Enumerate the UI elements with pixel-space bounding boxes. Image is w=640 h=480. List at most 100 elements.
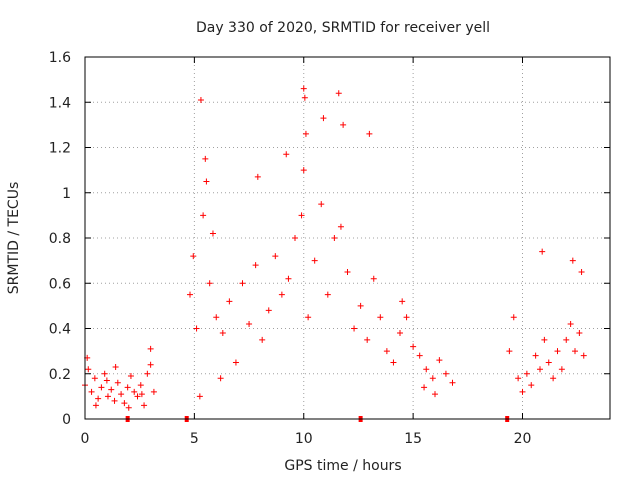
data-point <box>92 402 99 409</box>
data-point <box>254 173 261 180</box>
data-point <box>217 375 224 382</box>
data-point <box>239 280 246 287</box>
data-point <box>232 359 239 366</box>
x-tick-label: 0 <box>81 431 90 447</box>
data-point <box>366 130 373 137</box>
y-tick-label: 0 <box>62 412 71 428</box>
data-point <box>147 345 154 352</box>
y-tick-label: 0.8 <box>49 231 71 247</box>
data-point <box>351 325 358 332</box>
chart-title: Day 330 of 2020, SRMTID for receiver yel… <box>196 20 490 36</box>
data-point <box>370 275 377 282</box>
data-point <box>567 320 574 327</box>
data-point <box>300 167 307 174</box>
data-point <box>432 391 438 398</box>
data-point <box>410 343 417 350</box>
data-point <box>147 361 154 368</box>
y-tick-label: 0.6 <box>49 276 71 292</box>
data-point <box>554 348 561 355</box>
data-point <box>429 375 436 382</box>
data-point <box>200 212 207 219</box>
y-tick-label: 0.4 <box>49 322 71 338</box>
data-point <box>537 366 543 373</box>
data-point <box>213 314 220 321</box>
data-point <box>364 336 371 343</box>
data-point <box>91 375 98 382</box>
data-point <box>144 370 151 377</box>
y-tick-label: 0.2 <box>49 367 71 383</box>
data-point <box>104 393 111 400</box>
data-point <box>305 314 312 321</box>
data-point <box>209 230 216 237</box>
data-point <box>150 388 157 395</box>
data-point <box>331 235 338 241</box>
data-point <box>578 268 585 275</box>
data-point <box>357 302 364 309</box>
data-point <box>301 94 308 101</box>
axis-ticks <box>84 56 610 420</box>
data-point <box>519 388 526 395</box>
data-point <box>101 370 108 377</box>
data-point <box>416 352 423 359</box>
data-point <box>423 366 430 373</box>
data-point <box>324 291 331 298</box>
data-point <box>344 268 351 275</box>
data-point <box>403 314 410 321</box>
data-point <box>187 291 193 298</box>
data-point <box>124 384 131 391</box>
data-point <box>302 130 309 137</box>
data-point <box>528 382 535 389</box>
data-point <box>202 155 209 162</box>
data-point <box>127 373 134 380</box>
data-point <box>541 336 548 343</box>
data-point <box>569 257 576 264</box>
data-point <box>246 320 253 327</box>
data-point <box>558 366 565 373</box>
y-tick-labels: 0 0.2 0.4 0.6 0.8 1 1.2 1.4 1.6 <box>49 50 71 428</box>
data-point <box>506 348 513 355</box>
data-point <box>95 395 102 402</box>
data-point <box>226 298 233 305</box>
data-point <box>252 262 259 269</box>
x-tick-label: 5 <box>190 431 199 447</box>
data-point <box>576 330 583 337</box>
y-axis-label: SRMTID / TECUs <box>6 182 22 295</box>
data-point <box>259 336 266 343</box>
x-tick-label: 10 <box>295 431 313 447</box>
y-tick-label: 1.6 <box>49 50 71 66</box>
data-point <box>272 253 279 260</box>
data-point <box>196 393 203 400</box>
y-tick-label: 1.2 <box>49 141 71 157</box>
data-point <box>532 352 539 359</box>
data-point <box>265 307 272 314</box>
x-tick-label: 20 <box>514 431 532 447</box>
data-point <box>545 359 552 366</box>
x-axis-label: GPS time / hours <box>284 458 401 474</box>
data-point <box>318 201 325 208</box>
data-point <box>141 402 148 409</box>
x-tick-label: 15 <box>404 431 422 447</box>
data-point <box>206 280 213 287</box>
y-tick-label: 1.4 <box>49 95 71 111</box>
data-point <box>377 314 384 321</box>
data-point <box>98 384 105 391</box>
data-point <box>138 391 145 398</box>
data-point <box>114 379 121 386</box>
data-point <box>421 384 428 391</box>
data-point <box>397 330 403 337</box>
data-point <box>219 330 226 337</box>
data-point <box>118 391 125 398</box>
data-point <box>436 357 443 364</box>
grid-lines <box>85 57 610 419</box>
data-point <box>383 348 390 355</box>
data-point <box>320 115 327 122</box>
data-point <box>203 178 210 185</box>
data-point <box>523 370 530 377</box>
data-point <box>563 336 570 343</box>
data-point <box>111 397 118 404</box>
data-point <box>572 348 578 355</box>
data-point <box>335 90 342 97</box>
